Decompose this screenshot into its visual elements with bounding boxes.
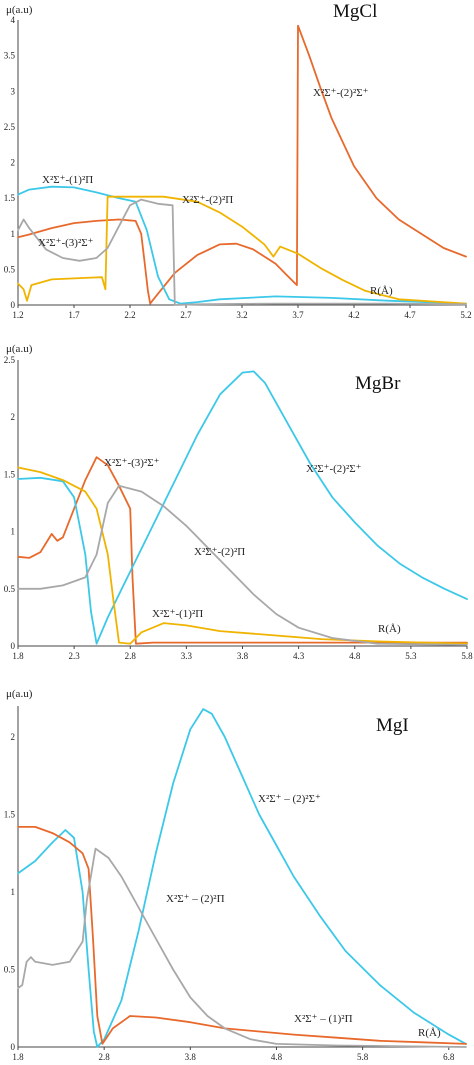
y-tick-label: 0.5: [4, 264, 16, 274]
panel-mgcl: μ(a.u) MgCl 1.2 1.7 2.2 2.7 3.2 3.7 4.2 4.7 5.2 0…: [4, 1, 472, 320]
y-tick-label: 1.5: [4, 810, 16, 820]
ylabel-mgi: μ(a.u): [6, 688, 33, 700]
xlabel-mgcl: R(Å): [370, 285, 393, 297]
series-line: [17, 195, 467, 305]
label-mgcl-x-3sigma: X²Σ⁺-(3)²Σ⁺: [38, 237, 94, 249]
y-tick-label: 2: [11, 732, 16, 742]
series-line: [17, 198, 467, 306]
ylabel-mgbr: μ(a.u): [6, 343, 33, 355]
xlabel-mgi: R(Å): [418, 1027, 441, 1039]
y-tick-label: 4: [11, 15, 16, 25]
x-tick-label: 5.3: [405, 651, 417, 661]
axes-mgbr: 1.8 2.3 2.8 3.3 3.8 4.3 4.8 5.3 5.8 0 0.5 1 1.5 2 2.5: [4, 355, 473, 661]
x-tick-label: 3.8: [185, 1052, 197, 1062]
y-tick-label: 3.5: [4, 51, 16, 61]
label-mgbr-x-2pi: X²Σ⁺-(2)²Π: [194, 546, 245, 558]
x-tick-label: 1.8: [12, 1052, 24, 1062]
series-line: [17, 826, 467, 1045]
series-line: [17, 847, 467, 1048]
x-tick-label: 1.7: [68, 310, 80, 320]
series-mgi: [17, 708, 467, 1048]
x-tick-label: 3.3: [181, 651, 193, 661]
series-mgcl: [17, 24, 467, 306]
x-tick-label: 4.7: [404, 310, 416, 320]
panel-mgi: μ(a.u) MgI 1.8 2.8 3.8 4.8 5.8 6.8 0 0.5 1 1.5 2 X…: [4, 688, 467, 1062]
series-line: [17, 708, 467, 1048]
y-tick-label: 3: [11, 86, 16, 96]
xlabel-mgbr: R(Å): [378, 623, 401, 635]
label-mgcl-x-2sigma: X²Σ⁺-(2)²Σ⁺: [313, 87, 369, 99]
x-tick-label: 2.7: [180, 310, 192, 320]
panel-mgbr: μ(a.u) MgBr 1.8 2.3 2.8 3.3 3.8 4.3 4.8 5.3 5.8 0…: [4, 343, 473, 661]
y-tick-label: 1: [11, 887, 16, 897]
x-tick-label: 3.8: [237, 651, 249, 661]
y-tick-label: 2.5: [4, 355, 16, 365]
x-tick-label: 1.8: [12, 651, 24, 661]
label-mgcl-x-2pi: X²Σ⁺-(2)²Π: [182, 194, 233, 206]
label-mgbr-x-2sigma: X²Σ⁺-(2)²Σ⁺: [306, 463, 362, 475]
y-tick-label: 0: [11, 300, 16, 310]
x-tick-label: 6.8: [443, 1052, 455, 1062]
x-tick-label: 3.2: [236, 310, 247, 320]
x-tick-label: 4.8: [271, 1052, 283, 1062]
x-tick-label: 4.2: [348, 310, 359, 320]
ylabel-mgcl: μ(a.u): [6, 4, 33, 16]
label-mgbr-x-3sigma: X²Σ⁺-(3)²Σ⁺: [104, 457, 160, 469]
y-tick-label: 1.5: [4, 193, 16, 203]
axes-mgcl: 1.2 1.7 2.2 2.7 3.2 3.7 4.2 4.7 5.2 0 0.5 1 1.5 2 2.5 3…: [4, 15, 472, 320]
x-tick-label: 2.3: [69, 651, 81, 661]
y-tick-label: 0: [11, 641, 16, 651]
x-tick-label: 5.8: [357, 1052, 369, 1062]
label-mgcl-x-1pi: X²Σ⁺-(1)²Π: [42, 174, 93, 186]
series-line: [17, 185, 467, 305]
y-tick-label: 1: [11, 527, 16, 537]
x-tick-label: 5.2: [460, 310, 471, 320]
series-line: [17, 466, 468, 645]
label-mgi-x-2pi: X²Σ⁺ – (2)²Π: [166, 893, 225, 905]
y-tick-label: 0: [11, 1042, 16, 1052]
x-tick-label: 4.3: [293, 651, 305, 661]
y-tick-label: 1.5: [4, 469, 16, 479]
x-tick-label: 2.2: [124, 310, 135, 320]
series-mgbr: [17, 370, 468, 646]
x-tick-label: 5.8: [461, 651, 473, 661]
y-tick-label: 2: [11, 158, 16, 168]
x-tick-label: 2.8: [99, 1052, 111, 1062]
title-mgi: MgI: [376, 715, 409, 736]
y-tick-label: 1: [11, 229, 16, 239]
x-tick-label: 2.8: [125, 651, 137, 661]
y-tick-label: 0.5: [4, 965, 16, 975]
x-tick-label: 4.8: [349, 651, 361, 661]
y-tick-label: 0.5: [4, 584, 16, 594]
series-line: [17, 370, 468, 645]
x-tick-label: 1.2: [12, 310, 23, 320]
y-tick-label: 2: [11, 412, 16, 422]
title-mgbr: MgBr: [355, 373, 401, 394]
y-tick-label: 2.5: [4, 122, 16, 132]
series-line: [17, 484, 468, 646]
series-line: [17, 456, 468, 645]
x-tick-label: 3.7: [292, 310, 304, 320]
series-line: [17, 24, 467, 305]
label-mgbr-x-1pi: X²Σ⁺-(1)²Π: [152, 608, 203, 620]
title-mgcl: MgCl: [333, 1, 377, 22]
label-mgi-x-1pi: X²Σ⁺ – (1)²Π: [294, 1013, 353, 1025]
label-mgi-x-2sigma: X²Σ⁺ – (2)²Σ⁺: [258, 793, 321, 805]
